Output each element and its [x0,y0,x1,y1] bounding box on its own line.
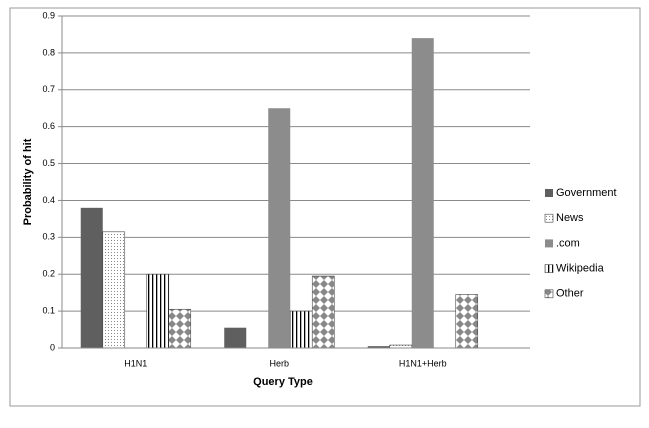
x-tick-label: Herb [269,358,289,368]
legend-label: Wikipedia [556,263,605,275]
legend-label: Government [556,187,617,199]
y-tick-label: 0.9 [42,10,55,20]
legend-swatch [544,213,554,223]
legend-swatch [545,189,553,197]
bar [102,231,126,349]
legend-label: .com [556,237,580,249]
y-tick-label: 0.8 [42,47,55,57]
bar [367,346,390,348]
legend-label: News [556,212,584,224]
y-tick-label: 0 [50,342,55,352]
y-tick-label: 0.3 [42,232,55,242]
bar [146,273,170,349]
legend-swatch [544,289,554,299]
legend-swatch [545,239,553,248]
x-axis-title: Query Type [253,376,313,388]
bar [268,108,291,348]
x-tick-label: H1N1+Herb [399,358,447,368]
bar [311,275,335,349]
legend-swatch [544,264,554,273]
y-tick-label: 0.5 [42,158,55,168]
bar [289,310,313,349]
legend-label: Other [556,288,584,300]
y-axis-title: Probability of hit [22,138,34,225]
y-tick-label: 0.6 [42,121,55,131]
bar [168,308,192,349]
y-tick-label: 0.1 [42,305,55,315]
bar [411,38,434,349]
bar [80,207,103,348]
y-tick-label: 0.4 [42,195,55,205]
bar [224,327,247,348]
y-tick-label: 0.2 [42,269,55,279]
bar [455,294,479,349]
x-tick-label: H1N1 [124,358,147,368]
y-tick-label: 0.7 [42,84,55,94]
